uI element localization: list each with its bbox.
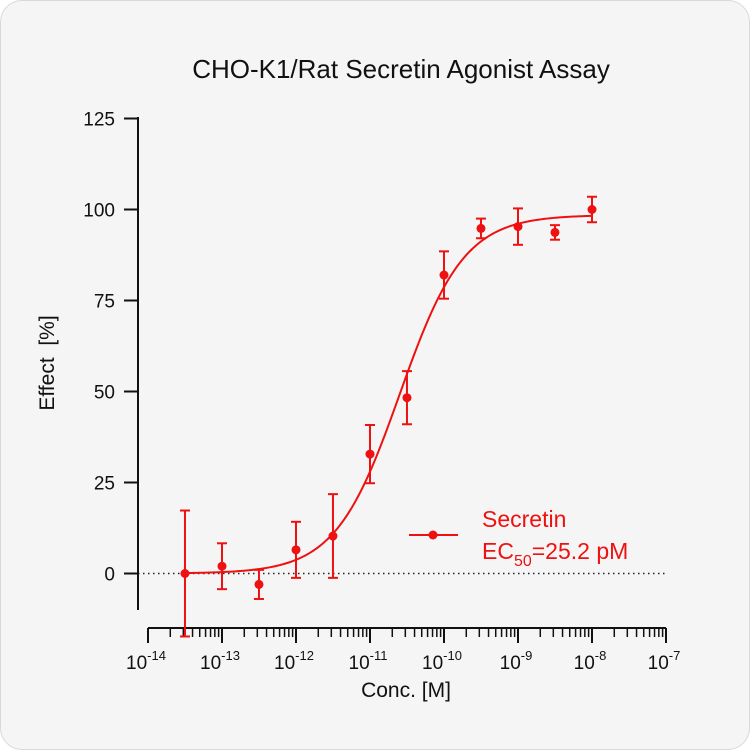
chart-title: CHO-K1/Rat Secretin Agonist Assay bbox=[192, 54, 610, 84]
point-marker bbox=[328, 531, 338, 541]
point-marker bbox=[402, 393, 412, 403]
x-tick-label: 10-12 bbox=[274, 648, 314, 674]
legend-marker bbox=[428, 530, 438, 540]
data-point bbox=[179, 509, 190, 638]
legend-series-label: Secretin bbox=[482, 506, 566, 532]
data-point bbox=[513, 207, 523, 246]
x-tick-label: 10-9 bbox=[500, 648, 533, 674]
y-axis-label: Effect [%] bbox=[36, 315, 59, 410]
legend-ec50-value: =25.2 pM bbox=[532, 538, 629, 564]
point-marker bbox=[217, 561, 227, 571]
legend: Secretin EC50=25.2 pM bbox=[409, 506, 628, 570]
y-tick-label: 0 bbox=[104, 565, 115, 586]
point-marker bbox=[291, 545, 301, 555]
point-marker bbox=[550, 227, 560, 237]
legend-ec50-subscript: 50 bbox=[514, 553, 532, 570]
x-axis-label: Conc. [M] bbox=[361, 679, 451, 702]
x-tick-label: 10-8 bbox=[574, 648, 607, 674]
data-points-secretin bbox=[179, 195, 597, 638]
point-marker bbox=[513, 222, 523, 232]
point-marker bbox=[254, 579, 264, 589]
legend-ec50: EC50=25.2 pM bbox=[482, 538, 628, 570]
x-axis-ticks: 10-14 10-13 10-12 10-11 10-10 10-9 10-8 10-7 bbox=[126, 628, 680, 674]
x-tick-label: 10-10 bbox=[422, 648, 462, 674]
point-marker bbox=[587, 205, 597, 214]
point-marker bbox=[439, 270, 449, 280]
y-tick-label: 100 bbox=[83, 201, 115, 222]
data-point bbox=[365, 423, 375, 485]
data-point bbox=[291, 520, 301, 579]
x-tick-label: 10-7 bbox=[648, 648, 681, 674]
data-point bbox=[549, 224, 560, 241]
data-point bbox=[327, 493, 338, 579]
x-tick-label: 10-13 bbox=[200, 648, 240, 674]
data-point bbox=[587, 195, 597, 224]
point-marker bbox=[180, 569, 190, 578]
y-tick-label: 25 bbox=[94, 474, 115, 495]
point-marker bbox=[365, 449, 375, 459]
x-tick-label: 10-14 bbox=[126, 648, 166, 674]
data-point bbox=[475, 217, 486, 240]
data-point bbox=[401, 370, 412, 426]
y-tick-label: 75 bbox=[94, 292, 115, 313]
point-marker bbox=[476, 223, 486, 233]
data-point bbox=[217, 542, 227, 591]
data-point bbox=[253, 568, 264, 600]
y-tick-label: 125 bbox=[83, 110, 115, 131]
fit-curve-secretin bbox=[184, 214, 593, 575]
y-tick-label: 50 bbox=[94, 383, 115, 404]
data-point bbox=[439, 250, 449, 300]
y-axis-ticks: 0 25 50 75 100 125 bbox=[83, 110, 138, 586]
legend-ec50-prefix: EC bbox=[482, 538, 514, 564]
x-tick-label: 10-11 bbox=[349, 648, 388, 674]
